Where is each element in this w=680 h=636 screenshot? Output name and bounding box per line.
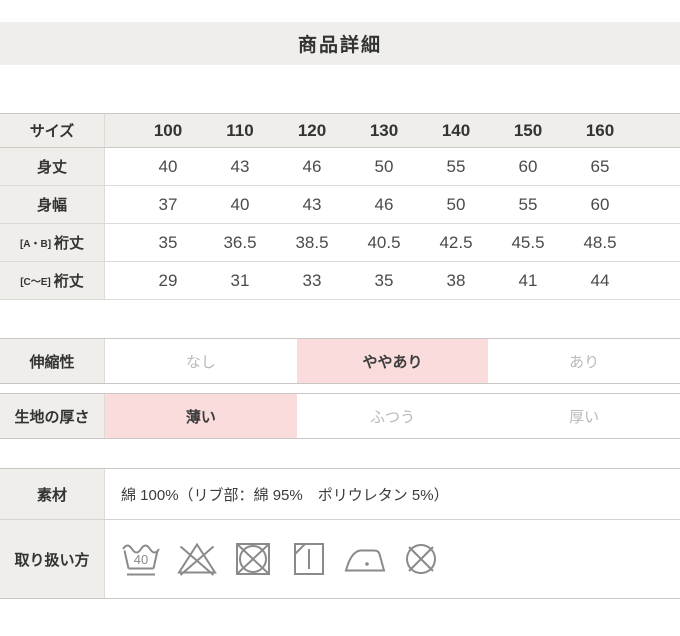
- attr-option: ふつう: [369, 408, 415, 426]
- table-cell: 36.5: [223, 232, 257, 252]
- spacer: [105, 148, 132, 185]
- table-cell: 38.5: [295, 232, 329, 252]
- table-row-body-length: 身丈 40 43 46 50 55 60 65: [0, 148, 680, 186]
- table-cell: 40: [158, 156, 178, 176]
- table-cell: 41: [518, 270, 538, 290]
- size-table-header-row: サイズ 100 110 120 130 140 150 160: [0, 114, 680, 148]
- size-column-header: 130: [369, 120, 399, 140]
- row-label: 身丈: [0, 148, 105, 185]
- table-cell: 50: [446, 194, 466, 214]
- attr-option-selected: ややあり: [296, 339, 489, 383]
- row-label-prefix: [A・B]: [19, 239, 52, 250]
- size-column-header: 110: [226, 120, 254, 140]
- table-cell: 37: [158, 194, 178, 214]
- table-cell: 40: [230, 194, 250, 214]
- table-cell: 40.5: [367, 232, 401, 252]
- size-column-header: 120: [297, 120, 327, 140]
- material-value: 綿 100%（リブ部：綿 95% ポリウレタン 5%）: [121, 486, 449, 504]
- do-not-dry-clean-icon: [406, 544, 436, 574]
- table-cell: 42.5: [439, 232, 473, 252]
- page-title-bar: 商品詳細: [0, 22, 680, 65]
- care-icons: 40: [105, 520, 680, 598]
- row-label-text: 裄丈: [54, 235, 85, 252]
- spacer: [105, 262, 132, 299]
- row-label: [A・B] 裄丈: [0, 224, 105, 261]
- table-cell: 48.5: [583, 232, 617, 252]
- material-row: 素材 綿 100%（リブ部：綿 95% ポリウレタン 5%）: [0, 469, 680, 520]
- size-column-header: 100: [153, 120, 183, 140]
- attr-option-selected: 薄い: [105, 394, 297, 438]
- size-column-header: 150: [513, 120, 543, 140]
- size-table: サイズ 100 110 120 130 140 150 160 身丈 40 43…: [0, 113, 680, 300]
- spacer: [105, 114, 132, 147]
- row-label: [C～E] 裄丈: [0, 262, 105, 299]
- attribute-row-stretch: 伸縮性 なし ややあり あり: [0, 338, 680, 384]
- product-detail-page: 商品詳細 サイズ 100 110 120 130 140 150 160 身丈 …: [0, 22, 680, 599]
- table-row-sleeve-length-ab: [A・B] 裄丈 35 36.5 38.5 40.5 42.5 45.5 48.…: [0, 224, 680, 262]
- row-label-text: 裄丈: [53, 273, 84, 290]
- info-section: 素材 綿 100%（リブ部：綿 95% ポリウレタン 5%） 取り扱い方 40: [0, 468, 680, 599]
- attr-option: 厚い: [569, 408, 600, 426]
- table-cell: 31: [230, 270, 250, 290]
- wash-temp-label: 40: [134, 552, 148, 567]
- spacer: [105, 186, 132, 223]
- care-label: 取り扱い方: [0, 520, 105, 598]
- table-cell: 43: [230, 156, 250, 176]
- table-cell: 46: [302, 156, 322, 176]
- table-cell: 50: [374, 156, 394, 176]
- attr-option: あり: [569, 353, 600, 371]
- do-not-bleach-icon: [177, 542, 217, 576]
- attribute-row-thickness: 生地の厚さ 薄い ふつう 厚い: [0, 393, 680, 439]
- table-cell: 38: [446, 270, 466, 290]
- iron-low-icon: [344, 549, 386, 572]
- table-cell: 55: [518, 194, 538, 214]
- material-label: 素材: [0, 469, 105, 519]
- table-cell: 55: [446, 156, 466, 176]
- table-cell: 29: [158, 270, 178, 290]
- shade-dry-icon: [294, 543, 324, 575]
- size-table-corner-label: サイズ: [0, 114, 105, 147]
- table-cell: 46: [374, 194, 394, 214]
- row-label-prefix: [C～E]: [20, 277, 51, 288]
- do-not-tumble-dry-icon: [236, 543, 270, 575]
- table-cell: 35: [374, 270, 394, 290]
- size-column-header: 140: [441, 120, 471, 140]
- table-cell: 60: [590, 194, 610, 214]
- row-label: 身幅: [0, 186, 105, 223]
- table-row-body-width: 身幅 37 40 43 46 50 55 60: [0, 186, 680, 224]
- size-column-header: 160: [585, 120, 615, 140]
- table-cell: 35: [158, 232, 178, 252]
- table-cell: 33: [302, 270, 322, 290]
- table-cell: 65: [590, 156, 610, 176]
- table-cell: 45.5: [511, 232, 545, 252]
- table-row-sleeve-length-ce: [C～E] 裄丈 29 31 33 35 38 41 44: [0, 262, 680, 300]
- attribute-label: 生地の厚さ: [0, 394, 105, 438]
- spacer: [105, 224, 132, 261]
- care-row: 取り扱い方 40: [0, 520, 680, 599]
- attribute-label: 伸縮性: [0, 339, 105, 383]
- page-title: 商品詳細: [297, 35, 382, 56]
- table-cell: 43: [302, 194, 322, 214]
- table-cell: 60: [518, 156, 538, 176]
- attr-option: なし: [185, 353, 216, 371]
- table-cell: 44: [590, 270, 610, 290]
- wash-40-icon: 40: [122, 544, 160, 576]
